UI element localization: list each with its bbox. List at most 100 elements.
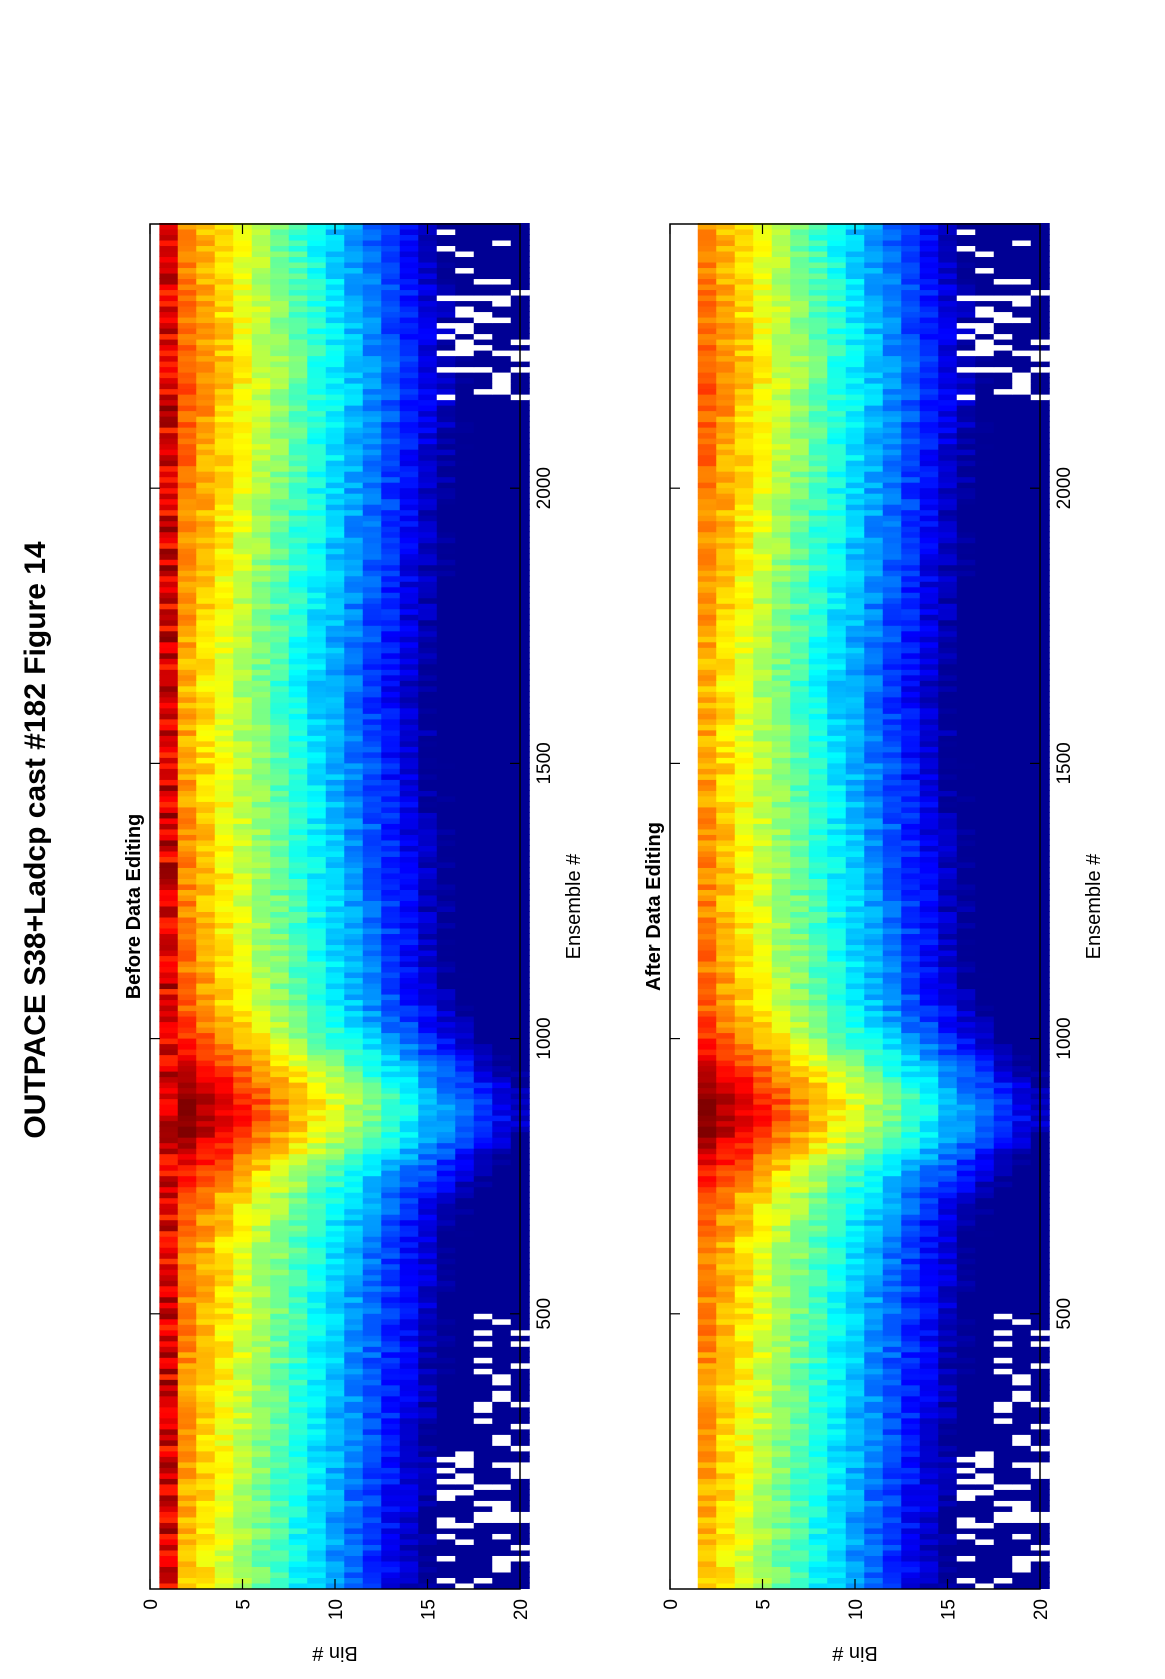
heatmap-cell bbox=[418, 1142, 438, 1149]
heatmap-cell bbox=[288, 1422, 308, 1430]
heatmap-cell bbox=[436, 1114, 456, 1122]
heatmap-cell bbox=[492, 1142, 512, 1149]
heatmap-cell bbox=[325, 1455, 345, 1463]
heatmap-cell bbox=[251, 1488, 271, 1496]
heatmap-cell bbox=[307, 1197, 327, 1204]
heatmap-cell bbox=[307, 1378, 327, 1386]
heatmap-cell bbox=[233, 1466, 253, 1474]
heatmap-cell bbox=[159, 1560, 179, 1567]
heatmap-cell bbox=[288, 1373, 308, 1380]
heatmap-cell bbox=[177, 1296, 197, 1303]
heatmap-cell bbox=[251, 1400, 271, 1408]
heatmap-cell bbox=[251, 1340, 271, 1347]
heatmap-cell bbox=[214, 1455, 234, 1463]
heatmap-cell bbox=[214, 1582, 234, 1589]
heatmap-cell bbox=[159, 1318, 179, 1325]
heatmap-cell bbox=[344, 1450, 364, 1457]
heatmap-cell bbox=[325, 1087, 345, 1094]
heatmap-cell bbox=[455, 1527, 475, 1534]
heatmap-cell bbox=[362, 1147, 382, 1155]
heatmap-cell bbox=[418, 1433, 438, 1441]
heatmap-cell bbox=[233, 1318, 253, 1325]
heatmap-cell bbox=[214, 1417, 234, 1424]
heatmap-cell bbox=[307, 1444, 327, 1452]
heatmap-cell bbox=[473, 1373, 493, 1380]
heatmap-cell bbox=[159, 1444, 179, 1452]
heatmap-cell bbox=[288, 1318, 308, 1325]
heatmap-cell bbox=[381, 1219, 401, 1226]
heatmap-cell bbox=[288, 1120, 308, 1127]
heatmap-cell bbox=[251, 1549, 271, 1556]
x-tick-label: 1000 bbox=[534, 1017, 555, 1059]
heatmap-cell bbox=[196, 1527, 216, 1534]
heatmap-cell bbox=[381, 1318, 401, 1325]
heatmap-cell bbox=[436, 1527, 456, 1534]
heatmap-cell bbox=[214, 1263, 234, 1270]
heatmap-cell bbox=[325, 1549, 345, 1556]
heatmap-cell bbox=[455, 1136, 475, 1144]
heatmap-cell bbox=[196, 1081, 216, 1089]
heatmap-cell bbox=[177, 1488, 197, 1496]
heatmap-cell bbox=[270, 1373, 290, 1380]
heatmap-cell bbox=[177, 1120, 197, 1127]
heatmap-cell bbox=[455, 1257, 475, 1265]
heatmap-cell bbox=[362, 1450, 382, 1457]
heatmap-cell bbox=[251, 1158, 271, 1166]
heatmap-cell bbox=[492, 1450, 512, 1457]
heatmap-cell bbox=[455, 1428, 475, 1435]
heatmap-cell bbox=[196, 1274, 216, 1281]
heatmap-cell bbox=[196, 1351, 216, 1358]
heatmap-cell bbox=[473, 1252, 493, 1259]
heatmap-cell bbox=[177, 1323, 197, 1331]
heatmap-cell bbox=[196, 1499, 216, 1507]
heatmap-cell bbox=[159, 1142, 179, 1149]
heatmap-cell bbox=[214, 1208, 234, 1215]
heatmap-cell bbox=[288, 1516, 308, 1523]
heatmap-cell bbox=[492, 1521, 512, 1529]
heatmap-cell bbox=[473, 1147, 493, 1155]
heatmap-cell bbox=[455, 1455, 475, 1463]
heatmap-cell bbox=[233, 1516, 253, 1523]
heatmap-cell bbox=[270, 1389, 290, 1397]
heatmap-cell bbox=[307, 1367, 327, 1375]
heatmap-cell bbox=[270, 1186, 290, 1193]
heatmap-cell bbox=[325, 1208, 345, 1215]
heatmap-cell bbox=[177, 1092, 197, 1100]
heatmap-cell bbox=[177, 1516, 197, 1523]
heatmap-cell bbox=[381, 1411, 401, 1419]
heatmap-cell bbox=[196, 1186, 216, 1193]
heatmap-cell bbox=[214, 1312, 234, 1320]
heatmap-cell bbox=[270, 1318, 290, 1325]
heatmap-cell bbox=[307, 1164, 327, 1171]
heatmap-cell bbox=[418, 1406, 438, 1413]
heatmap-cell bbox=[214, 1329, 234, 1336]
heatmap-cell bbox=[288, 1175, 308, 1182]
heatmap-cell bbox=[473, 1301, 493, 1309]
heatmap-cell bbox=[436, 1340, 456, 1347]
heatmap-cell bbox=[196, 1252, 216, 1259]
heatmap-cell bbox=[196, 1213, 216, 1221]
heatmap-cell bbox=[325, 1307, 345, 1314]
heatmap-cell bbox=[436, 1307, 456, 1314]
heatmap-cell bbox=[288, 1142, 308, 1149]
heatmap-cell bbox=[233, 1334, 253, 1342]
heatmap-cell bbox=[177, 1472, 197, 1479]
heatmap-cell bbox=[399, 1527, 419, 1534]
heatmap-cell bbox=[251, 1274, 271, 1281]
heatmap-cell bbox=[270, 1378, 290, 1386]
heatmap-cell bbox=[381, 1224, 401, 1232]
heatmap-cell bbox=[344, 1384, 364, 1391]
heatmap-cell bbox=[177, 1197, 197, 1204]
heatmap-cell bbox=[177, 1417, 197, 1424]
heatmap-cell bbox=[473, 1241, 493, 1248]
heatmap-cell bbox=[325, 1417, 345, 1424]
heatmap-cell bbox=[159, 1356, 179, 1364]
y-tick-label: 15 bbox=[419, 1599, 440, 1620]
heatmap-cell bbox=[492, 1543, 512, 1551]
heatmap-cell bbox=[492, 1092, 512, 1100]
y-tick-label: 10 bbox=[326, 1599, 347, 1620]
heatmap-cell bbox=[325, 1560, 345, 1567]
heatmap-cell bbox=[159, 1345, 179, 1353]
heatmap-cell bbox=[270, 1147, 290, 1155]
heatmap-cell bbox=[362, 1208, 382, 1215]
